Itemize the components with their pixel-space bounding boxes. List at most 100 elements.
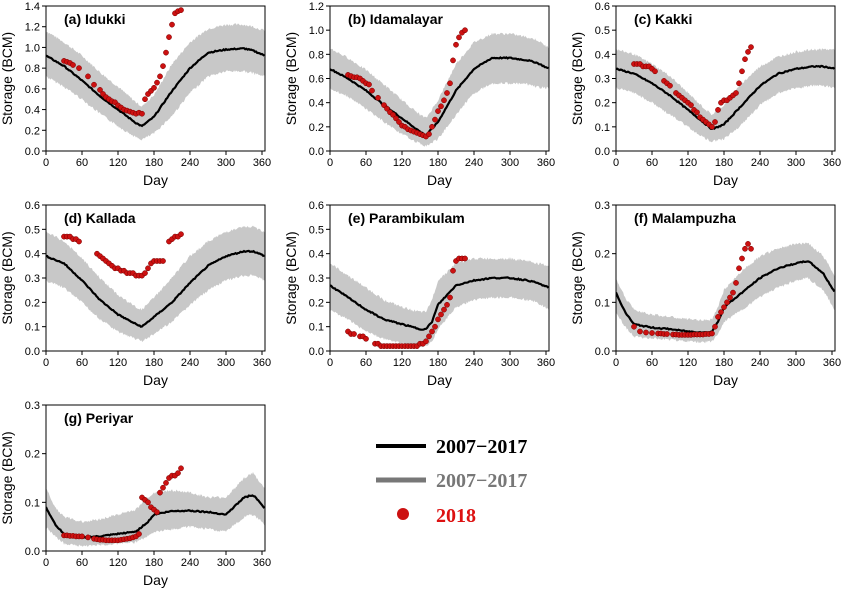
obs-point (721, 304, 727, 311)
obs-point (748, 44, 754, 50)
obs-point (142, 270, 148, 276)
obs-point (643, 329, 649, 336)
obs-point (178, 7, 184, 13)
obs-point (160, 258, 166, 264)
mean-line (46, 249, 265, 328)
obs-point (151, 84, 157, 91)
obs-point (456, 34, 462, 41)
x-axis-label: Day (427, 372, 452, 388)
obs-point (745, 241, 751, 247)
y-tick-label: 0.4 (25, 105, 40, 117)
x-tick-label: 240 (751, 357, 769, 369)
obs-point (154, 79, 160, 86)
x-tick-label: 240 (181, 557, 199, 569)
y-tick-label: 1.4 (25, 1, 40, 13)
plot-area (616, 44, 835, 143)
obs-point (429, 123, 435, 130)
obs-point (178, 465, 184, 472)
obs-point (736, 80, 742, 87)
obs-point (142, 96, 148, 103)
panel-0: 0 60 120 180 240 300 360 0.0 0.2 0.4 0.6 0.8 1.0 1.2 1… (0, 1, 271, 188)
panel-title: (e) Parambikulam (348, 210, 465, 226)
panel-frame (615, 204, 836, 352)
y-tick-label: 0.3 (309, 273, 324, 285)
y-tick-label: 0.6 (25, 84, 40, 96)
obs-point (739, 255, 745, 262)
obs-point (694, 109, 700, 116)
y-tick-label: 0.1 (595, 297, 610, 309)
obs-point (447, 294, 453, 301)
obs-point (742, 245, 748, 252)
obs-point (450, 57, 456, 64)
y-tick-label: 0.1 (25, 497, 40, 509)
legend-range-label: 2007−2017 (436, 470, 527, 492)
obs-point (709, 330, 715, 337)
y-tick-label: 1.2 (25, 22, 40, 34)
x-tick-label: 180 (715, 157, 733, 169)
range-band (330, 32, 549, 147)
y-tick-label: 1.2 (309, 1, 324, 13)
plot-area (330, 255, 549, 349)
obs-point (390, 111, 396, 118)
obs-point (145, 265, 151, 272)
range-band (46, 225, 265, 343)
obs-point (739, 68, 745, 75)
obs-point (426, 333, 432, 340)
x-axis-label: Day (143, 372, 168, 388)
obs-point (393, 115, 399, 122)
mean-line (330, 56, 549, 137)
obs-point (637, 328, 643, 335)
x-tick-label: 300 (787, 357, 805, 369)
y-tick-label: 0.2 (595, 249, 610, 261)
x-tick-label: 180 (715, 357, 733, 369)
x-axis-label: Day (143, 172, 168, 188)
y-tick-label: 0.6 (309, 200, 324, 212)
obs-point (139, 110, 145, 117)
obs-point (709, 123, 715, 130)
obs-point (384, 105, 390, 112)
panel-frame (45, 404, 266, 552)
x-tick-label: 60 (646, 357, 658, 369)
x-tick-label: 180 (145, 357, 163, 369)
x-tick-label: 60 (76, 557, 88, 569)
x-tick-label: 180 (429, 157, 447, 169)
x-tick-label: 120 (109, 557, 127, 569)
x-tick-label: 60 (76, 157, 88, 169)
obs-point (145, 499, 151, 506)
y-tick-label: 0.8 (309, 49, 324, 61)
x-tick-label: 360 (823, 357, 841, 369)
x-tick-label: 300 (501, 357, 519, 369)
plot-area (330, 27, 549, 147)
obs-point (748, 245, 754, 252)
mean-line (46, 47, 265, 128)
obs-point (351, 331, 357, 337)
obs-point (444, 301, 450, 308)
obs-point (712, 323, 718, 330)
y-tick-label: 0.2 (25, 297, 40, 309)
x-tick-label: 300 (217, 157, 235, 169)
obs-point (664, 331, 670, 337)
y-tick-label: 0.2 (309, 122, 324, 134)
obs-point (727, 294, 733, 301)
x-tick-label: 240 (465, 157, 483, 169)
obs-point (438, 103, 444, 110)
x-tick-label: 0 (43, 357, 49, 369)
obs-point (712, 119, 718, 125)
y-tick-label: 0.3 (25, 400, 40, 412)
x-tick-label: 60 (360, 357, 372, 369)
obs-point (435, 108, 441, 114)
obs-point (396, 119, 402, 125)
obs-point (423, 338, 429, 345)
obs-point (163, 49, 169, 56)
x-tick-label: 0 (613, 357, 619, 369)
obs-point (462, 255, 468, 262)
obs-point (76, 65, 82, 71)
plot-area (46, 7, 265, 141)
y-tick-label: 0.3 (595, 74, 610, 86)
obs-point (366, 81, 372, 88)
panel-2: 0 60 120 180 240 300 360 0.0 0.1 0.2 0.3 0.4 0.5 0.6 (… (569, 1, 841, 188)
panel-3: 0 60 120 180 240 300 360 0.0 0.1 0.2 0.3 0.4 0.5 0.6 (… (0, 200, 271, 388)
obs-point (631, 323, 637, 330)
panel-frame (45, 5, 266, 152)
y-tick-label: 0.0 (309, 146, 324, 158)
